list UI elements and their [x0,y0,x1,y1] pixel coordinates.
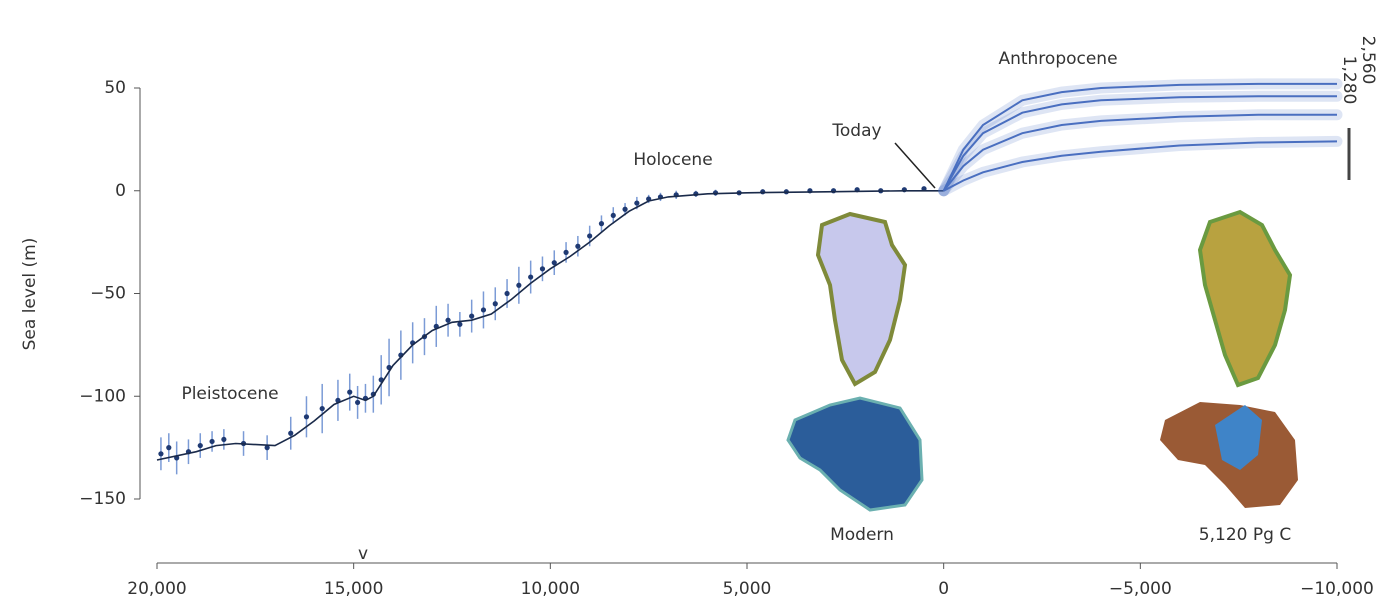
y-tick-label: −50 [90,284,126,304]
annotation: Modern [830,525,894,545]
data-point [355,399,361,406]
data-point [504,290,510,297]
annotation: 2,560 [1358,36,1378,85]
y-axis-label: Sea level (m) [20,238,40,351]
greenland-future [1197,209,1293,388]
data-point [634,200,640,206]
annotation: Anthropocene [998,49,1117,69]
data-point [480,307,487,313]
data-point [303,414,310,420]
y-tick-label: 0 [115,181,126,201]
data-point [445,317,451,323]
data-point [610,212,616,219]
projection-line [943,140,1338,192]
x-tick-label: 0 [938,579,949,599]
x-tick-label: 20,000 [127,579,186,599]
data-point [288,430,294,436]
data-point [575,243,581,249]
data-point [347,389,353,395]
annotation: 1,280 [1339,56,1359,105]
y-tick-label: −150 [79,489,126,509]
data-point [539,266,546,272]
projection-line [942,113,1337,192]
data-point [492,301,498,307]
data-point [830,188,837,194]
x-tick-label: −5,000 [1109,579,1172,599]
y-tick-label: 50 [104,78,126,98]
data-point [319,405,325,412]
data-point [598,221,605,227]
data-point [587,233,593,239]
annotation: Holocene [633,150,712,170]
y-tick-label: −100 [79,386,126,406]
fit-line [156,190,944,461]
data-point [921,186,927,192]
data-point [469,313,475,319]
x-tick-label: 15,000 [324,579,383,599]
data-point [563,249,569,255]
data-point [221,436,227,443]
projection-line [942,82,1337,192]
projection-line [942,95,1337,192]
today-pointer [894,142,936,189]
data-point [516,282,522,288]
x-tick-label: 5,000 [723,579,772,599]
data-point [166,445,172,451]
data-point [622,206,628,212]
annotation: v [358,544,368,564]
antarctica-future-ice [1215,405,1262,470]
data-point [197,442,203,449]
annotation: 5,120 Pg C [1199,525,1291,545]
data-point [528,274,534,280]
ice-maps [786,128,1351,512]
x-tick-label: −10,000 [1300,579,1374,599]
data-point [158,451,164,457]
greenland-modern [815,211,908,387]
annotation: Pleistocene [181,384,278,404]
x-tick-label: 10,000 [521,579,580,599]
data-point [551,260,557,266]
annotation: Today [831,121,881,141]
data-point [209,438,215,445]
data-point [457,321,463,327]
data-point [264,445,270,451]
antarctica-modern [786,396,924,512]
